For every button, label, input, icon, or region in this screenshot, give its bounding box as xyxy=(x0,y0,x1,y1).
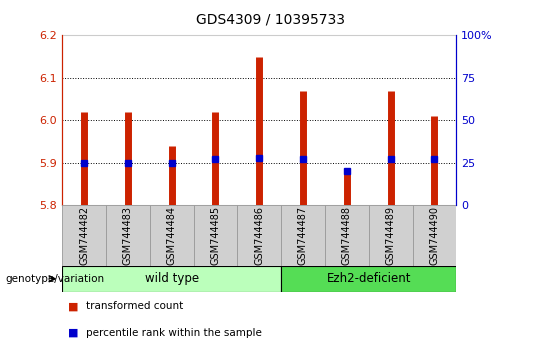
Text: transformed count: transformed count xyxy=(86,301,184,311)
Text: GSM744487: GSM744487 xyxy=(298,206,308,265)
Text: ■: ■ xyxy=(68,301,78,311)
Text: GSM744483: GSM744483 xyxy=(123,206,133,265)
Text: wild type: wild type xyxy=(145,272,199,285)
Bar xyxy=(62,205,106,266)
Bar xyxy=(281,266,456,292)
Bar xyxy=(150,205,193,266)
Bar xyxy=(62,266,281,292)
Bar xyxy=(237,205,281,266)
Text: Ezh2-deficient: Ezh2-deficient xyxy=(327,272,411,285)
Bar xyxy=(281,205,325,266)
Bar xyxy=(193,205,237,266)
Text: ■: ■ xyxy=(68,328,78,338)
Text: GSM744488: GSM744488 xyxy=(342,206,352,265)
Text: GDS4309 / 10395733: GDS4309 / 10395733 xyxy=(195,12,345,27)
Text: GSM744486: GSM744486 xyxy=(254,206,264,265)
Text: genotype/variation: genotype/variation xyxy=(5,274,105,284)
Text: GSM744490: GSM744490 xyxy=(429,206,440,265)
Bar xyxy=(413,205,456,266)
Bar xyxy=(369,205,413,266)
Text: GSM744482: GSM744482 xyxy=(79,206,89,265)
Text: GSM744489: GSM744489 xyxy=(386,206,396,265)
Text: GSM744485: GSM744485 xyxy=(211,206,220,265)
Bar xyxy=(106,205,150,266)
Text: GSM744484: GSM744484 xyxy=(167,206,177,265)
Bar xyxy=(325,205,369,266)
Text: percentile rank within the sample: percentile rank within the sample xyxy=(86,328,262,338)
